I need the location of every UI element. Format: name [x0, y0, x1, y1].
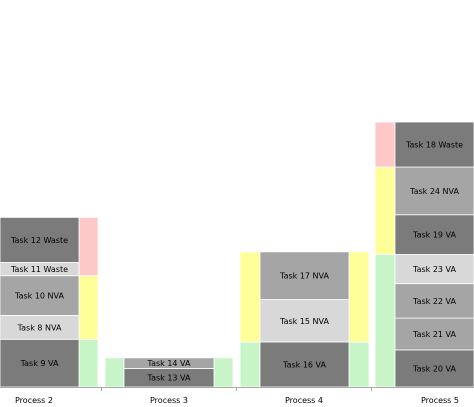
process-2-task-task-9-va: [0, 338, 80, 388]
x-tick-label-process-5: Process 5: [421, 396, 459, 405]
process-3-task-label-task-13-va: Task 13 VA: [147, 374, 191, 383]
process-3-summary-va: [104, 357, 125, 388]
x-tick-label-process-2: Process 2: [15, 396, 53, 405]
process-2-task-label-task-11-waste: Task 11 Waste: [10, 265, 68, 274]
process-5-task-task-18-waste: [394, 121, 474, 168]
process-5-task-label-task-23-va: Task 23 VA: [412, 265, 456, 274]
process-2-task-label-task-10-nva: Task 10 NVA: [14, 292, 64, 301]
process-2-task-label-task-12-waste: Task 12 Waste: [10, 236, 68, 245]
process-2-summary-waste: [78, 216, 99, 277]
process-5-task-task-22-va: [394, 283, 474, 319]
process-4-summary-nva: [239, 251, 261, 343]
process-4-task-task-15-nva: [259, 299, 350, 343]
process-2-task-task-12-waste: [0, 216, 80, 263]
process-4-task-label-task-16-va: Task 16 VA: [282, 360, 326, 369]
process-5-summary-nva: [374, 166, 396, 255]
process-3-task-label-task-14-va: Task 14 VA: [147, 359, 191, 368]
process-5-task-task-19-va: [394, 214, 474, 255]
process-4-summary-va: [348, 341, 370, 388]
process-5-task-label-task-19-va: Task 19 VA: [412, 231, 456, 240]
process-5-task-task-21-va: [394, 317, 474, 351]
process-5-task-label-task-24-nva: Task 24 NVA: [409, 187, 459, 196]
process-3-summary-va: [213, 357, 234, 388]
x-tick-label-process-4: Process 4: [285, 396, 323, 405]
x-axis-labels: Process 2 Process 3 Process 4 Process 5: [15, 396, 459, 405]
process-4-summary-va: [239, 341, 261, 388]
process-5-task-label-task-20-va: Task 20 VA: [412, 364, 456, 373]
process-4-task-label-task-17-nva: Task 17 NVA: [279, 272, 329, 281]
process-4-summary-nva: [348, 251, 370, 343]
chart-bars: Task 9 VA Task 8 NVA Task 10 NVA Task 11 Wa…: [0, 121, 474, 388]
process-4-task-task-17-nva: [259, 251, 350, 300]
process-5-task-task-24-nva: [394, 166, 474, 216]
process-3-task-task-14-va: [123, 357, 215, 369]
x-axis-ticks: [101, 387, 372, 391]
process-5-task-label-task-18-waste: Task 18 Waste: [405, 141, 463, 150]
process-4-task-label-task-15-nva: Task 15 NVA: [279, 317, 329, 326]
x-tick-label-process-3: Process 3: [150, 396, 188, 405]
process-2-summary-va: [78, 338, 99, 388]
process-5-summary-waste: [374, 121, 396, 168]
process-2-task-label-task-9-va: Task 9 VA: [20, 359, 59, 368]
process-2-task-label-task-8-nva: Task 8 NVA: [17, 323, 62, 332]
process-5-summary-va: [374, 254, 396, 388]
process-5-task-label-task-22-va: Task 22 VA: [412, 297, 456, 306]
process-5-task-label-task-21-va: Task 21 VA: [412, 330, 456, 339]
process-2-summary-nva: [78, 275, 99, 340]
